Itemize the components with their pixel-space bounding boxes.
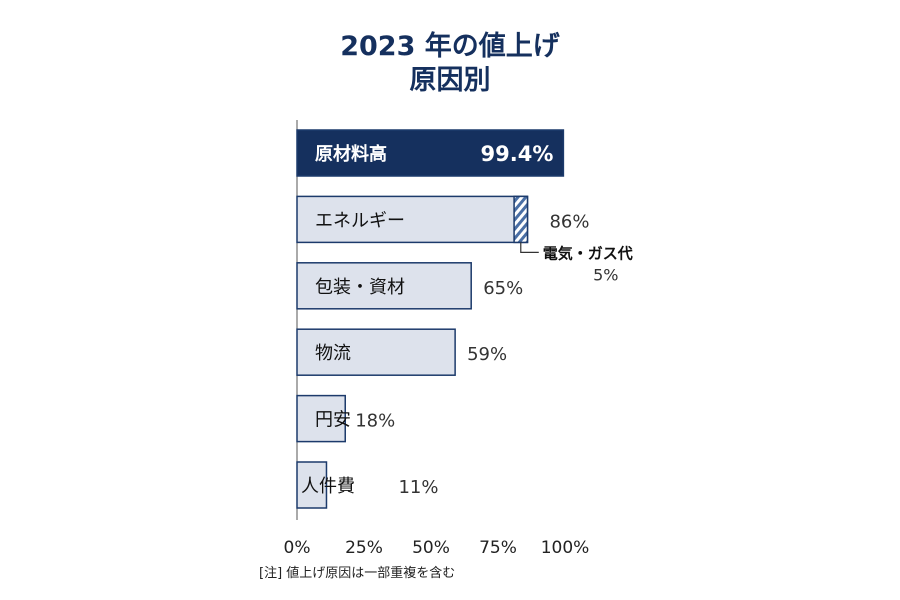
category-label: 包装・資材 xyxy=(315,277,405,298)
chart-title-line-1: 2023 年の値上げ xyxy=(340,31,560,62)
bar xyxy=(296,262,472,310)
sub-segment-label: 電気・ガス代 xyxy=(543,244,633,262)
chart-title: 2023 年の値上げ 原因別 xyxy=(300,30,600,98)
category-label: 原材料高 xyxy=(315,143,387,165)
value-label: 18% xyxy=(355,411,395,432)
category-label: エネルギー xyxy=(315,210,405,231)
x-tick-label: 100% xyxy=(541,538,590,558)
bar xyxy=(296,328,456,376)
value-label: 99.4% xyxy=(481,142,554,166)
callout-line xyxy=(520,242,539,253)
category-label: 人件費 xyxy=(301,476,355,497)
x-tick-label: 75% xyxy=(479,538,517,558)
value-label: 59% xyxy=(467,344,507,365)
x-tick-label: 25% xyxy=(345,538,383,558)
x-tick-label: 0% xyxy=(284,538,311,558)
sub-segment-value: 5% xyxy=(593,265,618,284)
bar xyxy=(296,129,565,177)
value-label: 65% xyxy=(483,278,523,299)
bar xyxy=(296,195,529,244)
bar-sub-segment xyxy=(513,195,529,244)
category-label: 円安 xyxy=(315,410,351,431)
value-label: 11% xyxy=(398,477,438,498)
value-label: 86% xyxy=(549,211,589,232)
chart-title-line-2: 原因別 xyxy=(409,65,491,96)
category-label: 物流 xyxy=(315,343,351,364)
bar xyxy=(296,394,346,443)
footnote: [注] 値上げ原因は一部重複を含む xyxy=(259,566,456,581)
bar xyxy=(296,461,328,509)
x-tick-label: 50% xyxy=(412,538,450,558)
